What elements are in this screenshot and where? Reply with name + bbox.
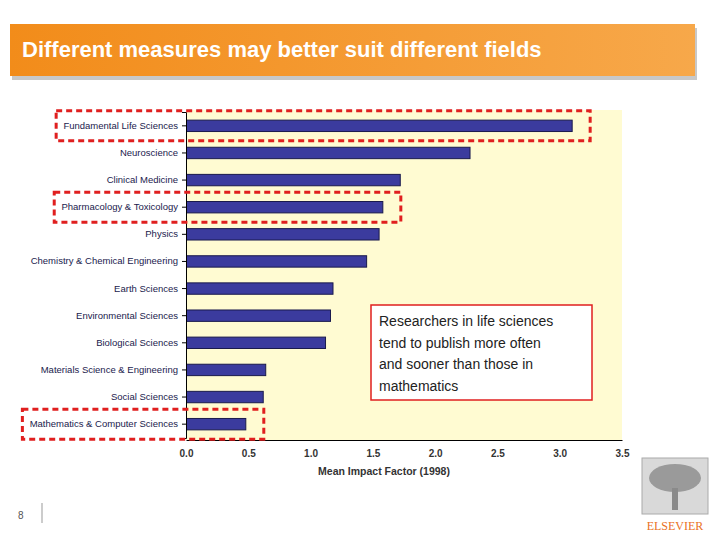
y-tick: Neuroscience [120,147,186,158]
y-tick: Biological Sciences [96,337,186,348]
y-tick-label: Mathematics & Computer Sciences [30,418,179,429]
slide: Different measures may better suit diffe… [0,0,720,540]
y-tick: Materials Science & Engineering [41,364,186,375]
x-tick-label: 1.0 [304,448,318,459]
y-tick-label: Chemistry & Chemical Engineering [31,255,178,266]
annotation-line: Researchers in life sciences [379,313,553,329]
y-tick-label: Materials Science & Engineering [41,364,178,375]
y-tick-mark [182,125,186,126]
y-tick: Mathematics & Computer Sciences [30,418,186,429]
annotation-line: and sooner than those in [379,356,533,372]
x-axis: 0.0 0.5 1.0 1.5 2.0 2.5 3.0 3.5 [180,440,630,459]
x-axis-title: Mean Impact Factor (1998) [318,465,450,477]
y-tick-mark [182,152,186,153]
x-tick: 1.5 [366,440,380,459]
logo-image [642,458,708,514]
highlight-box [54,192,401,222]
annotation: Researchers in life sciences tend to publ… [371,305,592,400]
bar [186,283,333,294]
y-tick: Earth Sciences [114,283,186,294]
y-tick-mark [182,315,186,316]
logo-text: ELSEVIER [647,519,704,533]
x-tick: 2.0 [429,440,443,459]
y-tick-mark [182,234,186,235]
y-tick-mark [182,397,186,398]
bar [186,120,572,131]
bar [186,391,263,402]
x-tick-label: 1.5 [366,448,380,459]
y-tick-label: Physics [145,228,178,239]
x-tick: 1.0 [304,440,318,459]
x-tick: 3.5 [616,440,630,459]
highlight-box [22,409,263,439]
y-tick: Pharmacology & Toxicology [61,201,186,212]
y-tick-label: Fundamental Life Sciences [63,120,178,131]
y-tick-label: Environmental Sciences [76,310,178,321]
y-tick-mark [182,207,186,208]
y-tick-mark [182,369,186,370]
annotation-box [371,305,592,400]
y-tick-mark [182,180,186,181]
y-tick: Clinical Medicine [107,174,186,185]
y-tick: Social Sciences [111,391,186,402]
logo-trunk [672,488,678,510]
y-tick: Physics [145,228,186,239]
y-axis-line [182,113,187,439]
y-tick: Chemistry & Chemical Engineering [31,255,186,266]
x-tick-label: 3.5 [616,448,630,459]
y-tick: Environmental Sciences [76,310,186,321]
y-tick: Fundamental Life Sciences [63,120,186,131]
bar [186,202,383,213]
y-tick-label: Earth Sciences [114,283,178,294]
annotation-text: Researchers in life sciences tend to publ… [379,313,553,394]
y-tick-mark [182,288,186,289]
x-tick-label: 2.5 [491,448,505,459]
annotation-line: tend to publish more often [379,335,541,351]
y-tick-label: Biological Sciences [96,337,178,348]
y-tick-label: Clinical Medicine [107,174,178,185]
x-tick-label: 0.5 [242,448,256,459]
bar [186,174,400,185]
y-tick-mark [182,424,186,425]
y-axis: Fundamental Life Sciences Neuroscience Cli… [30,113,187,439]
title: Different measures may better suit diffe… [22,37,542,62]
logo-tree [649,464,701,492]
annotation-line: mathematics [379,378,458,394]
x-tick: 3.0 [553,440,567,459]
x-tick-label: 2.0 [429,448,443,459]
logo: ELSEVIER [642,458,708,533]
header-bar [10,24,695,76]
bar [186,229,379,240]
footer-divider [42,503,43,523]
x-tick: 0.0 [180,440,194,459]
bar [186,418,246,429]
bar [186,364,266,375]
x-tick-label: 0.0 [180,448,194,459]
highlight-box [56,111,590,141]
y-tick-label: Neuroscience [120,147,178,158]
bar [186,256,367,267]
y-tick-label: Social Sciences [111,391,178,402]
y-tick-label: Pharmacology & Toxicology [61,201,178,212]
bar [186,147,470,158]
y-tick-mark [182,261,186,262]
x-tick: 2.5 [491,440,505,459]
x-tick-label: 3.0 [553,448,567,459]
page-number: 8 [18,510,24,521]
plot-background [186,110,622,440]
y-tick-mark [182,342,186,343]
bar [186,337,326,348]
x-tick: 0.5 [242,440,256,459]
bar [186,310,331,321]
